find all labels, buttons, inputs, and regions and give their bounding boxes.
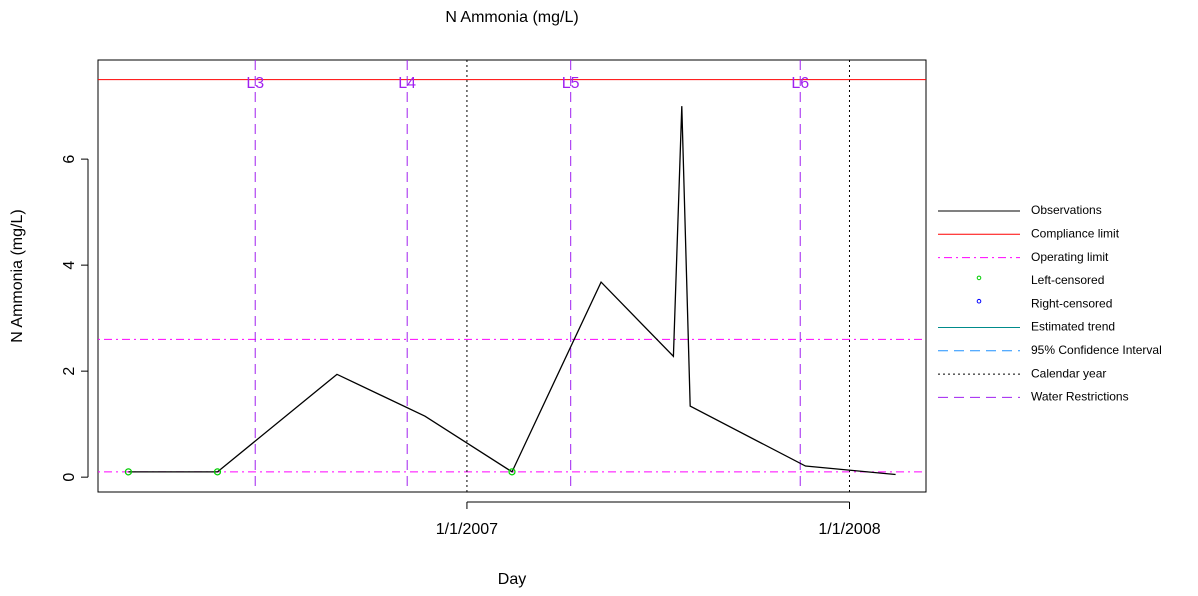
legend-label: Estimated trend [1031,320,1115,334]
legend-label: Operating limit [1031,250,1109,264]
y-tick-label: 6 [61,155,78,164]
vertical-line-label: L4 [398,75,416,92]
legend-label: Water Restrictions [1031,390,1129,404]
x-tick-label: 1/1/2007 [436,521,498,538]
y-axis-label: N Ammonia (mg/L) [9,209,26,342]
legend-label: Observations [1031,203,1102,217]
legend-symbol [976,298,982,304]
vertical-line-label: L5 [562,75,580,92]
legend-label: Left-censored [1031,273,1104,287]
y-tick-label: 2 [61,367,78,376]
legend-label: 95% Confidence Interval [1031,343,1162,357]
vertical-line-label: L3 [246,75,264,92]
observation-line [128,106,896,476]
legend-label: Compliance limit [1031,226,1120,240]
y-tick-label: 0 [61,473,78,482]
chart-title: N Ammonia (mg/L) [445,9,578,26]
y-tick-label: 4 [61,261,78,270]
legend-label: Calendar year [1031,366,1106,380]
legend-symbol [976,275,982,281]
x-tick-label: 1/1/2008 [818,521,880,538]
censored-point [213,468,222,476]
plot-frame [97,59,927,493]
x-axis-label: Day [498,571,526,588]
censored-point [124,468,132,476]
vertical-line-label: L6 [791,75,809,92]
legend: Observations Compliance limit Operating li… [938,203,1162,404]
legend-label: Right-censored [1031,296,1112,310]
censored-point [508,468,516,476]
